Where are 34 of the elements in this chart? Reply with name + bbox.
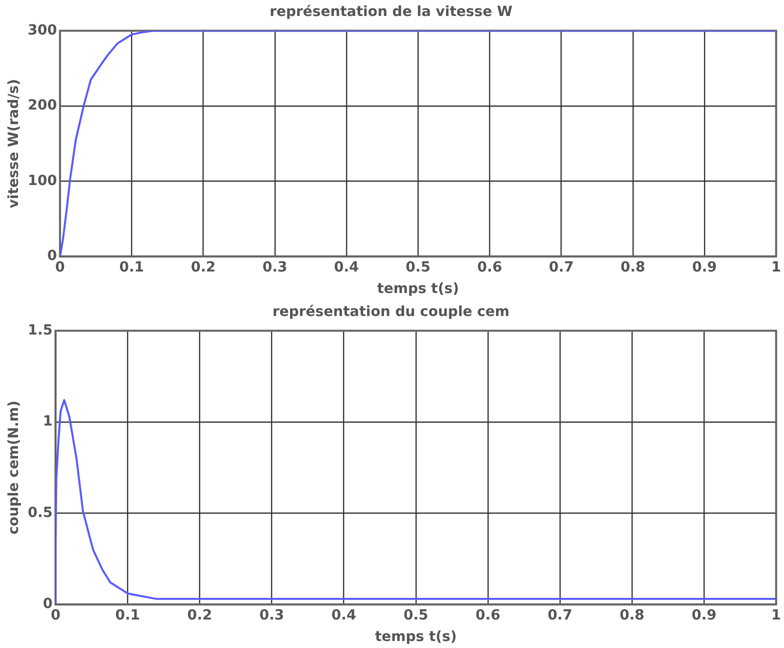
x-tick-label: 0.4 [331,607,356,624]
x-tick-label: 0.1 [119,259,144,276]
x-tick-label: 0.5 [403,607,428,624]
chart-title: représentation du couple cem [272,304,510,320]
y-axis-title: vitesse W(rad/s) [6,78,22,208]
x-tick-label: 0.7 [548,259,574,276]
x-tick-label: 0.2 [190,259,216,276]
x-axis-title: temps t(s) [377,281,459,298]
x-tick-label: 0.5 [406,259,430,276]
x-tick-label: 0.2 [187,607,212,624]
y-tick-label: 0.5 [28,504,53,521]
chart-title: représentation de la vitesse W [270,4,512,20]
x-tick-label: 0.3 [259,607,284,624]
x-tick-label: 0.3 [262,259,288,276]
y-tick-label: 1 [42,414,53,430]
y-tick-label: 200 [28,98,58,114]
x-tick-label: 0.8 [620,607,644,624]
x-axis-title: temps t(s) [374,629,457,646]
x-tick-label: 0.6 [476,607,500,624]
x-tick-label: 0.7 [548,607,572,624]
y-tick-label: 0 [42,596,53,612]
x-tick-label: 1 [771,607,782,624]
x-tick-label: 0.9 [692,259,717,276]
x-tick-label: 1 [771,259,782,276]
x-tick-label: 0.6 [477,259,502,276]
y-tick-label: 1.5 [28,322,53,338]
y-tick-label: 100 [28,172,58,189]
y-tick-label: 0 [47,248,58,264]
x-tick-label: 0.9 [692,607,716,624]
y-axis-title: couple cem(N.m) [6,400,22,535]
x-tick-label: 0.8 [620,259,646,276]
x-tick-label: 0.1 [115,607,140,624]
x-tick-label: 0.4 [334,259,360,276]
y-tick-label: 300 [28,22,58,38]
